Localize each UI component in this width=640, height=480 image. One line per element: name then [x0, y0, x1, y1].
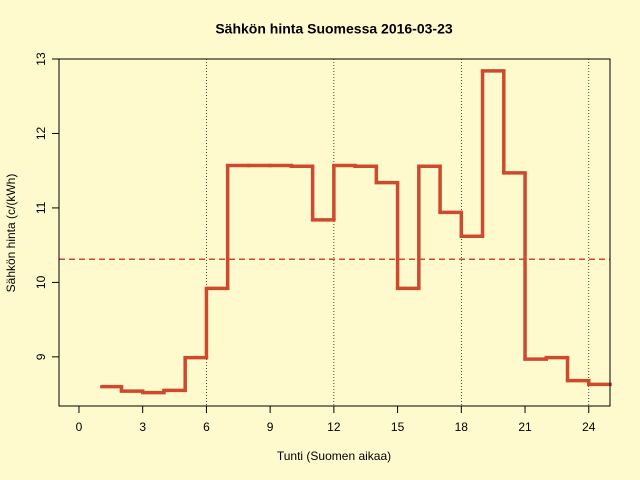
y-tick-label: 12 — [34, 126, 48, 140]
x-axis-label: Tunti (Suomen aikaa) — [277, 449, 391, 463]
x-tick-label: 24 — [582, 420, 596, 434]
x-tick-label: 12 — [327, 420, 341, 434]
y-tick-label: 13 — [34, 52, 48, 66]
chart-title: Sähkön hinta Suomessa 2016-03-23 — [215, 21, 453, 37]
x-tick-label: 6 — [203, 420, 210, 434]
x-tick-label: 9 — [267, 420, 274, 434]
plot-frame — [58, 58, 611, 407]
y-tick-label: 11 — [34, 201, 48, 214]
x-tick-label: 15 — [391, 420, 405, 434]
y-axis-label: Sähkön hinta (c/(kWh) — [4, 174, 18, 293]
x-tick-label: 3 — [139, 420, 146, 434]
x-tick-label: 0 — [76, 420, 83, 434]
y-tick-label: 10 — [34, 275, 48, 289]
y-tick-label: 9 — [34, 353, 48, 360]
x-tick-label: 18 — [455, 420, 469, 434]
x-tick-label: 21 — [518, 420, 532, 434]
